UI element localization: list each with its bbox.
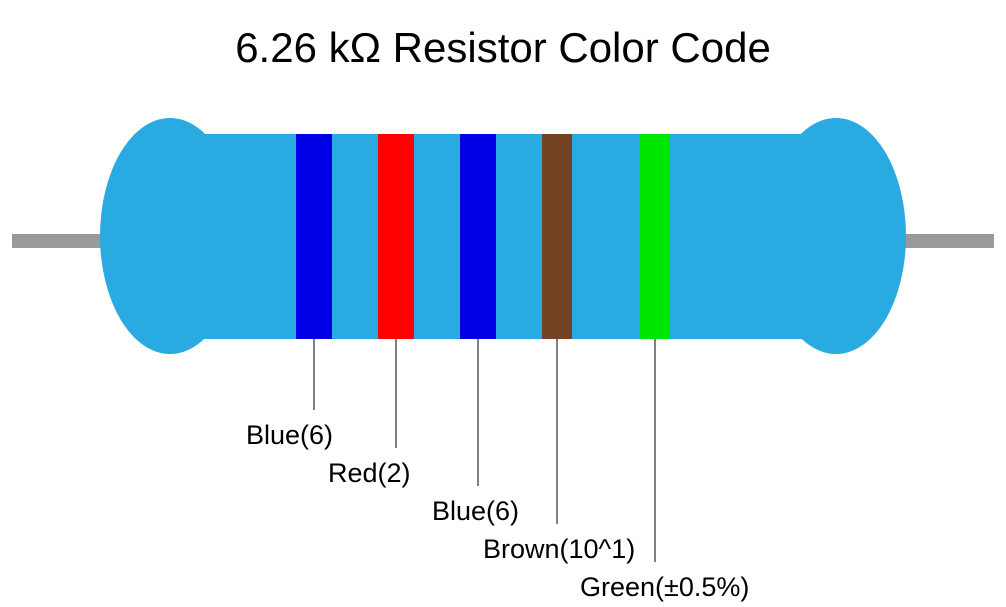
band-4: [542, 134, 572, 339]
band-2-label: Red(2): [328, 458, 411, 489]
band-3: [460, 134, 496, 339]
band-5: [640, 134, 670, 339]
band-1-label: Blue(6): [246, 420, 333, 451]
band-3-label: Blue(6): [432, 496, 519, 527]
band-4-label: Brown(10^1): [483, 534, 635, 565]
band-5-label: Green(±0.5%): [580, 572, 749, 603]
band-1: [296, 134, 332, 339]
band-2: [378, 134, 414, 339]
